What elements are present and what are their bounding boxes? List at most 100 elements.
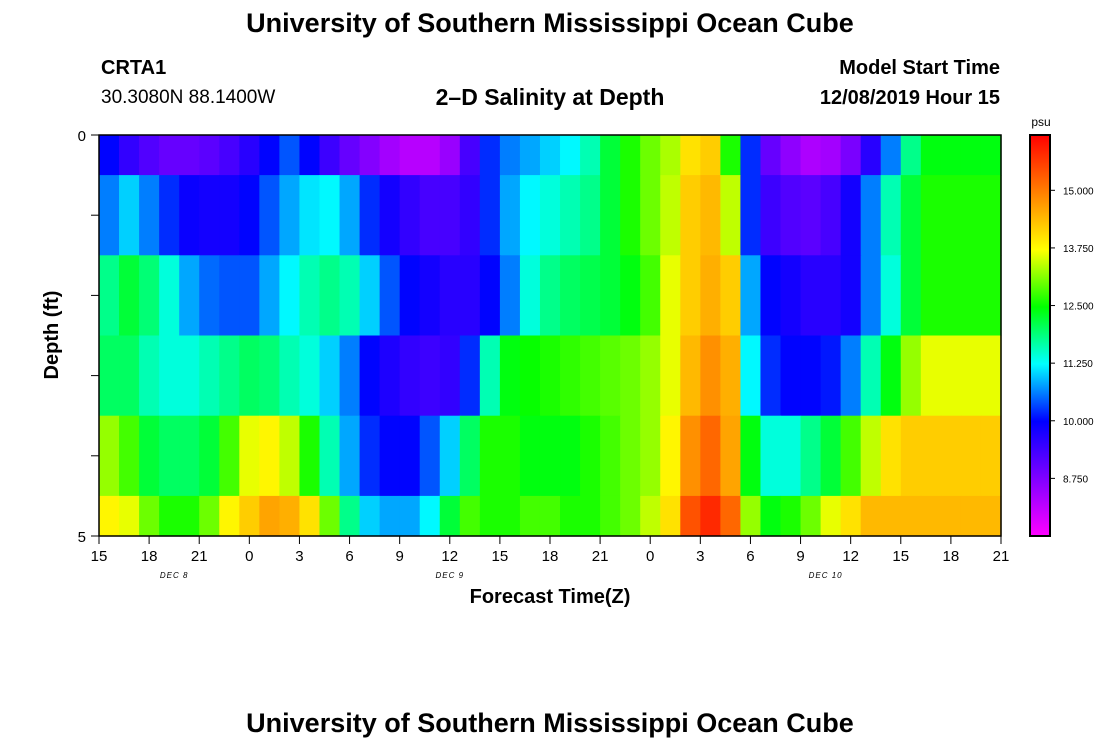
heatmap-cell [760, 135, 782, 176]
heatmap-cell [940, 255, 962, 337]
heatmap-cell [479, 175, 501, 256]
heatmap-cell [720, 175, 742, 256]
heatmap-cell [820, 415, 842, 497]
heatmap-cell [119, 335, 140, 417]
heatmap-cell [800, 135, 822, 176]
heatmap-cell [219, 255, 240, 337]
colorbar-ticks: 8.750 10.000 11.250 12.500 13.750 15.000 [1050, 186, 1094, 485]
heatmap-cell [820, 135, 842, 176]
heatmap-cell [259, 415, 280, 497]
heatmap-cell [600, 255, 621, 337]
heatmap-cell [479, 335, 501, 417]
heatmap-cell [780, 135, 802, 176]
heatmap-cell [840, 135, 862, 176]
heatmap-cell [660, 415, 681, 497]
heatmap-cell [179, 335, 200, 417]
heatmap-cell [259, 495, 280, 537]
heatmap-cell [680, 175, 701, 256]
heatmap-cell [459, 415, 481, 497]
heatmap-cell [700, 415, 721, 497]
x-tick-label: 12 [842, 548, 859, 565]
heatmap-cell [720, 495, 742, 537]
heatmap-cell [159, 335, 180, 417]
heatmap-cell [900, 255, 922, 337]
heatmap-cell [219, 175, 240, 256]
heatmap-cell [299, 175, 321, 256]
x-tick-label: 6 [746, 548, 754, 565]
heatmap-cell [720, 415, 742, 497]
heatmap-cell [660, 495, 681, 537]
heatmap-cell [279, 335, 301, 417]
x-tick-label: 12 [441, 548, 458, 565]
x-tick-label: 3 [295, 548, 303, 565]
heatmap-cell [359, 135, 381, 176]
heatmap-cell [279, 135, 301, 176]
heatmap-cell [640, 135, 661, 176]
heatmap-cell [239, 135, 260, 176]
heatmap-cell [539, 175, 561, 256]
heatmap-cell [780, 255, 802, 337]
colorbar-unit: psu [1031, 115, 1050, 129]
heatmap-cell [760, 495, 782, 537]
model-start-value: 12/08/2019 Hour 15 [819, 87, 1000, 109]
heatmap-cell [439, 135, 461, 176]
heatmap-cell [419, 335, 441, 417]
heatmap-cell [940, 135, 962, 176]
heatmap-cell [239, 175, 260, 256]
heatmap-cell [920, 255, 942, 337]
heatmap-cell [940, 495, 962, 537]
x-tick-label: 15 [91, 548, 108, 565]
heatmap-cell [740, 135, 762, 176]
heatmap-cell [820, 255, 842, 337]
heatmap-cell [199, 135, 220, 176]
heatmap-cell [359, 335, 381, 417]
heatmap-cell [299, 335, 321, 417]
colorbar-tick-label: 8.750 [1063, 474, 1088, 485]
heatmap-cell [580, 335, 601, 417]
heatmap-cell [299, 495, 321, 537]
x-tick-label: 9 [796, 548, 804, 565]
y-axis: 05 [78, 128, 99, 546]
heatmap-cell [379, 335, 401, 417]
heatmap-cell [439, 255, 461, 337]
heatmap-cell [940, 175, 962, 256]
heatmap-cell [820, 175, 842, 256]
heatmap-cell [600, 495, 621, 537]
heatmap-cell [660, 175, 681, 256]
heatmap-cell [980, 495, 1002, 537]
heatmap-cell [159, 175, 180, 256]
heatmap-cell [860, 175, 882, 256]
heatmap-cell [720, 335, 742, 417]
heatmap-cell [439, 495, 461, 537]
heatmap-cell [499, 415, 521, 497]
heatmap-cell [920, 495, 942, 537]
heatmap-cell [519, 335, 541, 417]
heatmap-cell [760, 255, 782, 337]
x-tick-label: 18 [542, 548, 559, 565]
heatmap-cell [319, 335, 341, 417]
heatmap-cell [640, 415, 661, 497]
heatmap-cell [720, 255, 742, 337]
heatmap-cell [780, 335, 802, 417]
heatmap-cell [900, 335, 922, 417]
heatmap-cell [880, 135, 902, 176]
heatmap-cell [700, 175, 721, 256]
heatmap-cell [519, 495, 541, 537]
heatmap-cell [900, 495, 922, 537]
heatmap-cell [740, 335, 762, 417]
heatmap-cell [800, 335, 822, 417]
heatmap-cell [600, 335, 621, 417]
heatmap-cell [880, 255, 902, 337]
heatmap-cell [339, 415, 361, 497]
heatmap-cell [99, 335, 120, 417]
heatmap-cell [700, 495, 721, 537]
x-tick-label: 21 [191, 548, 208, 565]
heatmap-cell [940, 415, 962, 497]
heatmap-cell [219, 135, 240, 176]
heatmap-cell [840, 255, 862, 337]
heatmap-cell [259, 335, 280, 417]
heatmap-cell [620, 495, 641, 537]
station-id: CRTA1 [101, 57, 167, 79]
